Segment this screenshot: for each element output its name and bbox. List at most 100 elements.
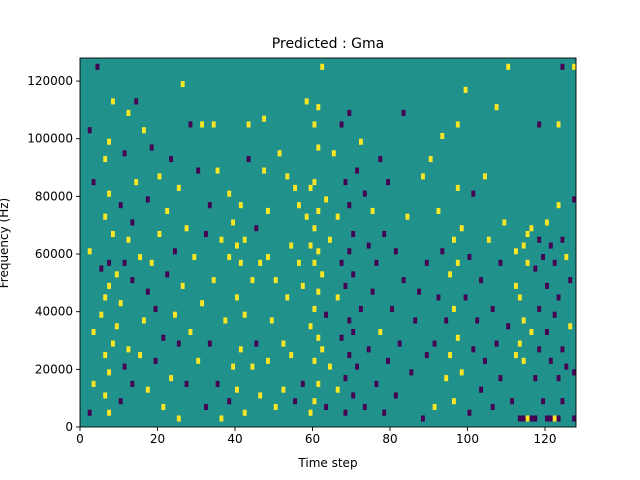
heatmap-cell [107,190,112,197]
heatmap-cell [320,271,325,278]
heatmap-cell [390,305,394,312]
heatmap-cell [200,121,205,128]
heatmap-cell [359,138,363,145]
heatmap-cell [436,207,441,214]
heatmap-cell [227,398,232,405]
heatmap-cell [157,173,162,180]
heatmap-cell [401,277,406,284]
heatmap-cell [444,375,449,382]
heatmap-cell [246,156,251,163]
heatmap-cell [366,242,371,249]
x-tick-label: 120 [534,432,557,446]
heatmap-cell [444,317,449,324]
heatmap-cell [242,311,247,318]
heatmap-cell [529,415,534,422]
heatmap-cell [440,132,445,140]
heatmap-cell [293,184,298,191]
heatmap-cell [533,415,538,422]
heatmap-cell [378,328,383,336]
heatmap-cell [235,242,239,249]
heatmap-cell [545,219,549,226]
heatmap-cell [320,346,325,353]
heatmap-cell [424,352,429,359]
heatmap-cell [560,398,565,405]
heatmap-cell [293,398,298,405]
heatmap-cell [568,323,573,330]
heatmap-cell [560,236,565,243]
heatmap-cell [486,236,491,243]
heatmap-cell [355,363,360,370]
heatmap-cell [192,254,197,261]
heatmap-cell [130,219,135,226]
heatmap-cell [207,202,212,209]
heatmap-cell [517,294,522,301]
heatmap-cell [262,115,267,122]
heatmap-cell [455,121,460,128]
heatmap-cell [343,409,348,416]
heatmap-cell [297,202,301,209]
heatmap-cell [273,403,278,411]
heatmap-cell [351,271,356,278]
heatmap-cell [122,363,127,370]
heatmap-cell [440,248,445,255]
heatmap-cell [312,179,317,186]
heatmap-cell [126,346,131,353]
heatmap-cell [533,265,538,272]
heatmap [80,58,577,427]
heatmap-cell [401,109,406,116]
heatmap-cell [378,156,383,163]
heatmap-cell [436,294,441,301]
heatmap-cell [200,300,205,307]
heatmap-cell [572,63,577,70]
heatmap-cell [328,236,332,243]
heatmap-cell [289,352,294,359]
heatmap-cell [556,202,561,209]
heatmap-cell [537,305,542,312]
heatmap-cell [498,259,503,266]
plot-frame [79,57,577,428]
heatmap-cell [347,317,352,324]
heatmap-cell [316,207,321,214]
heatmap-cell [281,340,286,347]
heatmap-cell [242,236,247,243]
heatmap-cell [564,254,569,261]
heatmap-cell [142,317,146,324]
heatmap-cell [506,63,511,70]
heatmap-cell [254,225,259,232]
heatmap-cell [548,242,553,249]
heatmap-cell [111,340,115,347]
x-tick-label: 100 [456,432,479,446]
heatmap-cell [417,288,422,295]
heatmap-cell [320,63,325,70]
heatmap-cell [545,415,549,422]
heatmap-cell [176,184,181,191]
heatmap-cell [219,415,224,422]
heatmap-cell [300,282,305,289]
heatmap-cell [521,242,526,249]
heatmap-cell [455,259,460,266]
heatmap-cell [316,248,321,255]
heatmap-cell [393,392,398,399]
heatmap-cell [424,259,429,266]
heatmap-cell [525,230,530,238]
heatmap-cell [118,202,123,209]
heatmap-cell [347,248,352,255]
heatmap-cell [386,357,391,364]
heatmap-cell [215,167,220,174]
y-tick-label: 60000 [35,247,73,261]
heatmap-cell [521,357,526,364]
heatmap-cell [111,98,115,105]
heatmap-cell [308,409,313,416]
heatmap-cell [227,190,232,197]
heatmap-cell [196,357,201,364]
heatmap-cell [529,225,534,232]
heatmap-cell [494,104,499,111]
heatmap-cell [145,386,150,393]
heatmap-cell [134,98,139,105]
heatmap-cell [324,311,329,318]
heatmap-cell [471,346,476,353]
heatmap-cell [211,121,216,128]
heatmap-cell [448,352,453,359]
x-tick-label: 80 [382,432,397,446]
heatmap-cell [246,121,251,128]
